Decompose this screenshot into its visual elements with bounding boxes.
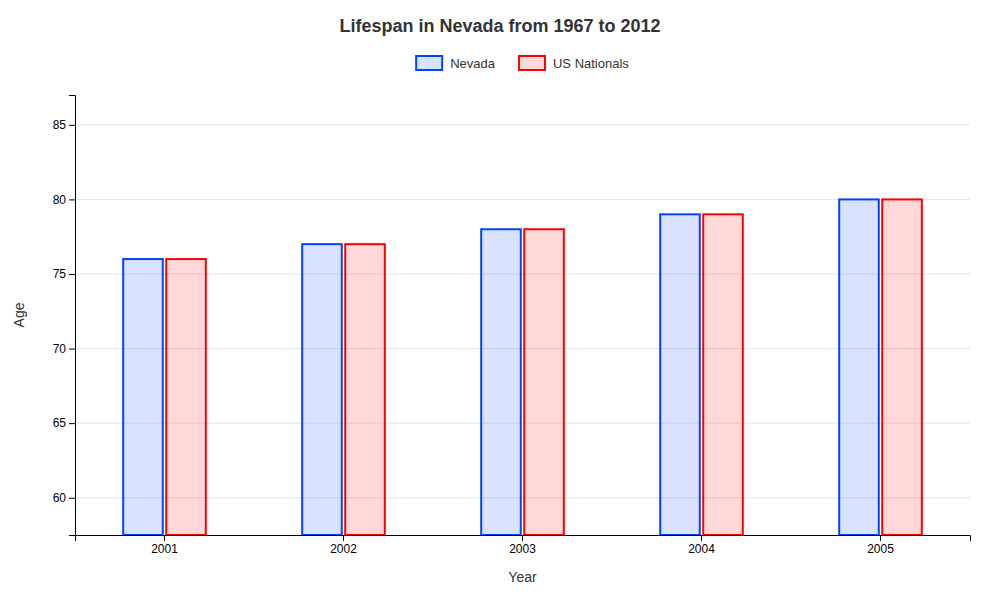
- x-axis: 2001 2002 2003 2004 2005: [76, 535, 971, 556]
- tick-mark: [69, 199, 75, 200]
- tick: 2001: [151, 535, 178, 556]
- tick-mark: [343, 535, 344, 541]
- tick-mark: [164, 535, 165, 541]
- bar: [839, 199, 879, 535]
- title: Lifespan in Nevada from 1967 to 2012: [339, 16, 660, 36]
- tick: 2002: [330, 535, 357, 556]
- tick: 2003: [509, 535, 536, 556]
- legend-swatch: [416, 56, 442, 70]
- plot: 60 65 70 75 80 85 2001 2002 2003 2004 2005: [53, 96, 971, 556]
- tick-label: 2003: [509, 542, 536, 556]
- bar-series: [123, 199, 879, 535]
- tick: 2004: [688, 535, 715, 556]
- marks: [123, 199, 922, 535]
- grid-line: [75, 273, 970, 274]
- tick: 70: [53, 342, 75, 356]
- y-axis: 60 65 70 75 80 85: [53, 96, 76, 536]
- legend: Nevada US Nationals: [416, 56, 629, 71]
- tick-label: 2002: [330, 542, 357, 556]
- grid: [75, 125, 970, 498]
- legend-label: Nevada: [450, 56, 496, 71]
- tick: 85: [53, 118, 75, 132]
- tick: 75: [53, 267, 75, 281]
- tick-mark: [69, 349, 75, 350]
- bar: [166, 259, 206, 535]
- tick: 2005: [867, 535, 894, 556]
- tick-label: 2001: [151, 542, 178, 556]
- legend-item: Nevada: [416, 56, 496, 71]
- tick-mark: [880, 535, 881, 541]
- tick-mark: [522, 535, 523, 541]
- tick-label: 2004: [688, 542, 715, 556]
- y-axis-title: Age: [11, 302, 27, 327]
- tick-label: 75: [53, 267, 67, 281]
- chart: 60 65 70 75 80 85 2001 2002 2003 2004 2005 Lifespan…: [0, 0, 1000, 600]
- tick-mark: [69, 423, 75, 424]
- tick-mark: [701, 535, 702, 541]
- bar-series: [166, 199, 922, 535]
- bar: [481, 229, 521, 535]
- axis-line: [76, 536, 971, 542]
- grid-line: [75, 348, 970, 349]
- tick: 60: [53, 491, 75, 505]
- grid-line: [75, 423, 970, 424]
- tick-label: 2005: [867, 542, 894, 556]
- tick-label: 80: [53, 193, 67, 207]
- grid-line: [75, 497, 970, 498]
- tick-mark: [69, 125, 75, 126]
- tick-label: 85: [53, 118, 67, 132]
- grid-line: [75, 199, 970, 200]
- tick-mark: [69, 498, 75, 499]
- tick-label: 60: [53, 491, 67, 505]
- axis-line: [69, 96, 76, 536]
- legend-item: US Nationals: [519, 56, 629, 71]
- legend-swatch: [519, 56, 545, 70]
- bar: [302, 244, 342, 535]
- grid-line: [75, 124, 970, 125]
- tick: 65: [53, 416, 75, 430]
- bar: [882, 199, 922, 535]
- tick-mark: [69, 274, 75, 275]
- bar: [524, 229, 564, 535]
- bar: [660, 214, 700, 535]
- bar: [703, 214, 743, 535]
- bar: [123, 259, 163, 535]
- tick-label: 70: [53, 342, 67, 356]
- tick-label: 65: [53, 416, 67, 430]
- bar: [345, 244, 385, 535]
- tick: 80: [53, 193, 75, 207]
- x-axis-title: Year: [508, 569, 537, 585]
- legend-label: US Nationals: [553, 56, 629, 71]
